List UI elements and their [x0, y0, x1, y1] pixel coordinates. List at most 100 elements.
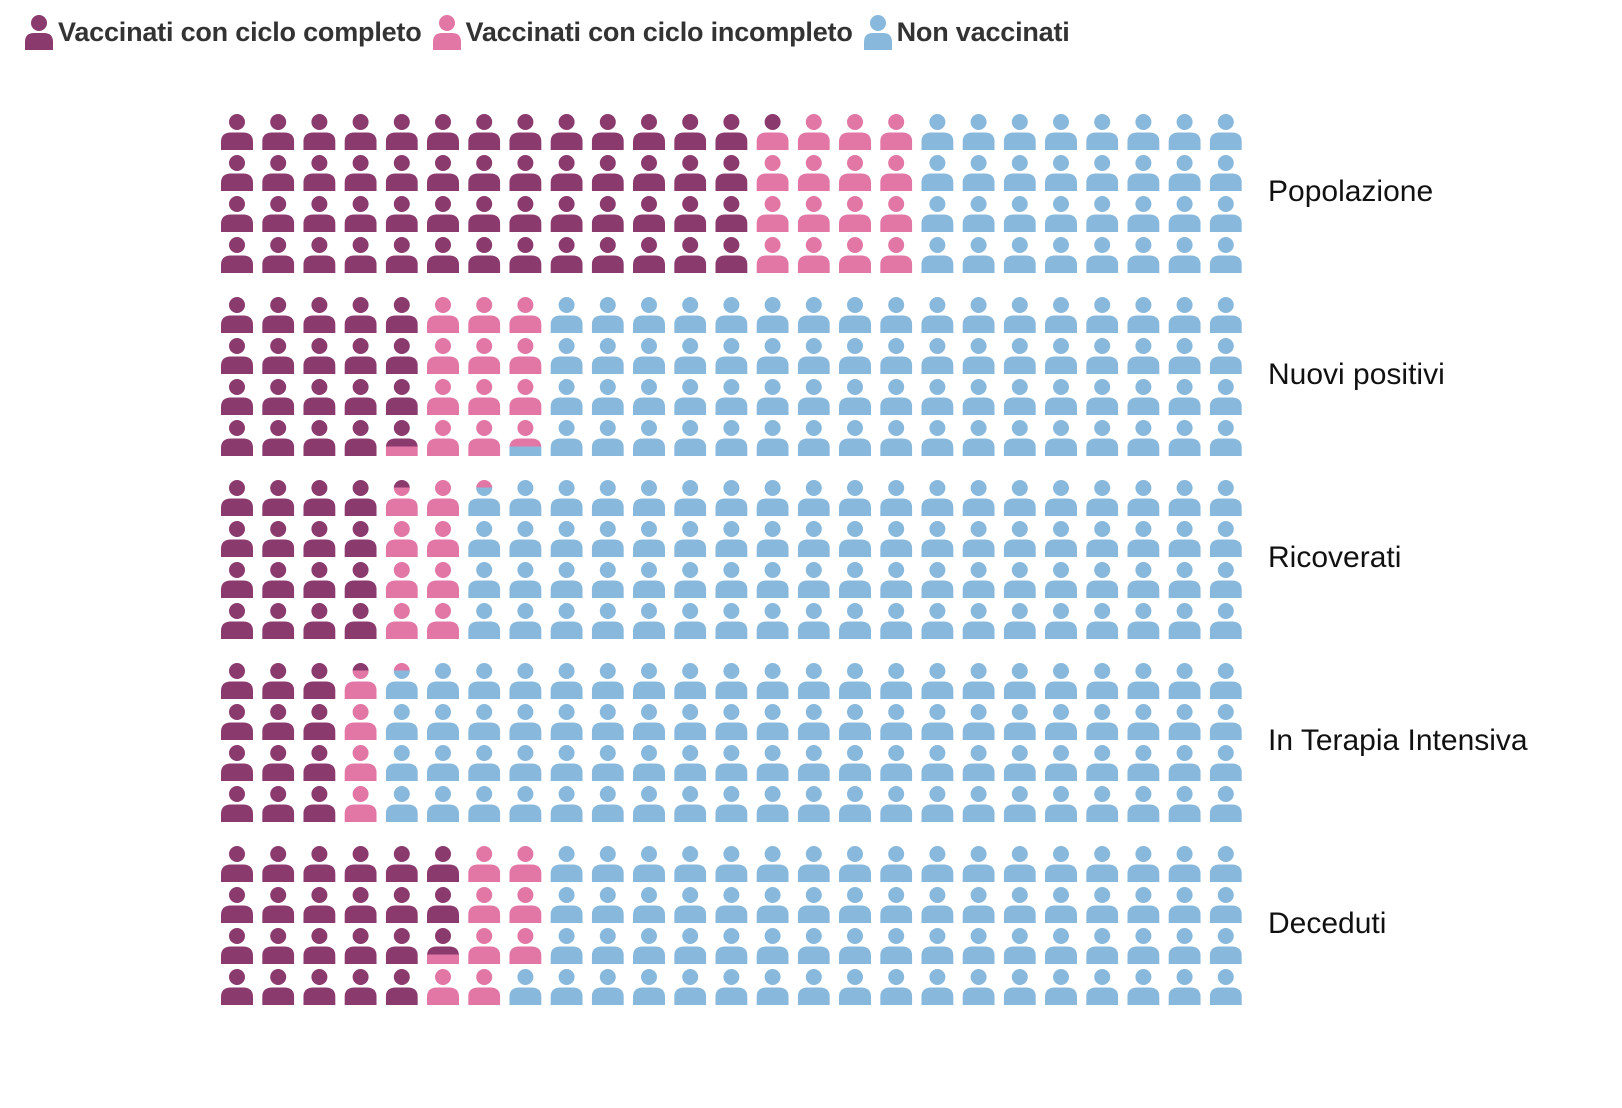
person-fill-non-vaccinati	[756, 887, 789, 923]
person-fill-non-vaccinati	[1045, 562, 1077, 598]
person-icon	[633, 562, 665, 598]
person-fill-vaccinati-con-ciclo-incompleto	[509, 420, 542, 447]
person-fill-vaccinati-con-ciclo-completo	[715, 114, 748, 150]
person-fill-non-vaccinati	[880, 338, 913, 374]
person-fill-vaccinati-con-ciclo-completo	[262, 379, 295, 415]
person-fill-non-vaccinati	[633, 379, 665, 415]
person-fill-non-vaccinati	[880, 420, 913, 456]
person-fill-non-vaccinati	[550, 745, 583, 781]
person-fill-non-vaccinati	[1003, 745, 1036, 781]
person-fill-non-vaccinati	[962, 297, 995, 333]
person-icon	[509, 562, 542, 598]
person-icon	[385, 887, 418, 923]
person-fill-vaccinati-con-ciclo-completo	[221, 969, 253, 1005]
person-fill-non-vaccinati	[674, 379, 707, 415]
person-icon	[468, 196, 501, 232]
person-icon	[1086, 297, 1119, 333]
person-fill-vaccinati-con-ciclo-incompleto	[509, 338, 542, 374]
person-icon	[880, 114, 913, 150]
person-fill-non-vaccinati	[880, 663, 913, 699]
person-icon	[550, 420, 583, 456]
person-icon	[509, 887, 542, 923]
person-fill-vaccinati-con-ciclo-incompleto	[385, 663, 418, 671]
person-icon	[921, 745, 954, 781]
person-fill-non-vaccinati	[1045, 420, 1077, 456]
person-fill-non-vaccinati	[1168, 663, 1201, 699]
person-icon	[1045, 379, 1077, 415]
person-icon	[468, 562, 501, 598]
person-fill-non-vaccinati	[1209, 196, 1242, 232]
person-icon	[1209, 379, 1242, 415]
person-icon	[303, 846, 336, 882]
person-icon	[715, 786, 748, 822]
person-icon	[962, 420, 995, 456]
person-icon	[1086, 196, 1119, 232]
person-icon	[468, 521, 501, 557]
person-icon	[880, 297, 913, 333]
person-fill-non-vaccinati	[715, 704, 748, 740]
person-fill-non-vaccinati	[962, 786, 995, 822]
person-fill-non-vaccinati	[1168, 786, 1201, 822]
person-fill-vaccinati-con-ciclo-completo	[221, 704, 253, 740]
person-fill-non-vaccinati	[715, 420, 748, 456]
person-fill-non-vaccinati	[797, 379, 830, 415]
person-icon	[1168, 237, 1201, 273]
person-fill-vaccinati-con-ciclo-completo	[427, 237, 459, 273]
person-icon	[591, 237, 624, 273]
person-fill-vaccinati-con-ciclo-completo	[262, 887, 295, 923]
person-fill-non-vaccinati	[1086, 704, 1119, 740]
person-fill-non-vaccinati	[797, 480, 830, 516]
person-icon	[880, 237, 913, 273]
person-icon	[550, 846, 583, 882]
person-icon	[468, 745, 501, 781]
person-icon	[880, 887, 913, 923]
person-fill-non-vaccinati	[1127, 562, 1160, 598]
person-icon	[1003, 603, 1036, 639]
person-fill-non-vaccinati	[1127, 786, 1160, 822]
person-fill-non-vaccinati	[1003, 379, 1036, 415]
person-icon	[863, 15, 892, 50]
person-fill-vaccinati-con-ciclo-completo	[509, 196, 542, 232]
person-icon	[839, 237, 871, 273]
person-fill-non-vaccinati	[1168, 297, 1201, 333]
person-icon	[674, 420, 707, 456]
person-fill-non-vaccinati	[921, 196, 954, 232]
person-icon	[303, 786, 336, 822]
person-fill-non-vaccinati	[674, 745, 707, 781]
person-fill-non-vaccinati	[509, 480, 542, 516]
person-fill-non-vaccinati	[1168, 521, 1201, 557]
person-icon	[880, 480, 913, 516]
person-fill-non-vaccinati	[962, 562, 995, 598]
person-icon	[880, 786, 913, 822]
person-fill-non-vaccinati	[1168, 379, 1201, 415]
person-fill-vaccinati-con-ciclo-incompleto	[344, 670, 377, 699]
person-fill-non-vaccinati	[509, 603, 542, 639]
person-fill-non-vaccinati	[550, 480, 583, 516]
waffle-block-deceduti	[221, 846, 1242, 1005]
person-icon	[468, 420, 501, 456]
person-fill-non-vaccinati	[1127, 928, 1160, 964]
person-icon	[1045, 338, 1077, 374]
person-fill-non-vaccinati	[962, 196, 995, 232]
person-icon	[1168, 928, 1201, 964]
person-icon	[221, 562, 253, 598]
person-fill-non-vaccinati	[797, 704, 830, 740]
person-icon	[385, 297, 418, 333]
person-fill-vaccinati-con-ciclo-completo	[385, 928, 418, 964]
person-fill-non-vaccinati	[921, 338, 954, 374]
person-fill-non-vaccinati	[1127, 196, 1160, 232]
person-icon	[591, 562, 624, 598]
person-icon	[427, 846, 459, 882]
person-icon	[427, 237, 459, 273]
person-icon	[797, 846, 830, 882]
person-icon	[303, 480, 336, 516]
person-fill-non-vaccinati	[633, 297, 665, 333]
person-fill-vaccinati-con-ciclo-incompleto	[385, 562, 418, 598]
person-icon	[1045, 846, 1077, 882]
person-icon	[262, 237, 295, 273]
person-fill-vaccinati-con-ciclo-completo	[303, 704, 336, 740]
person-fill-non-vaccinati	[550, 969, 583, 1005]
person-fill-non-vaccinati	[1209, 603, 1242, 639]
person-icon	[715, 603, 748, 639]
person-fill-non-vaccinati	[1045, 786, 1077, 822]
